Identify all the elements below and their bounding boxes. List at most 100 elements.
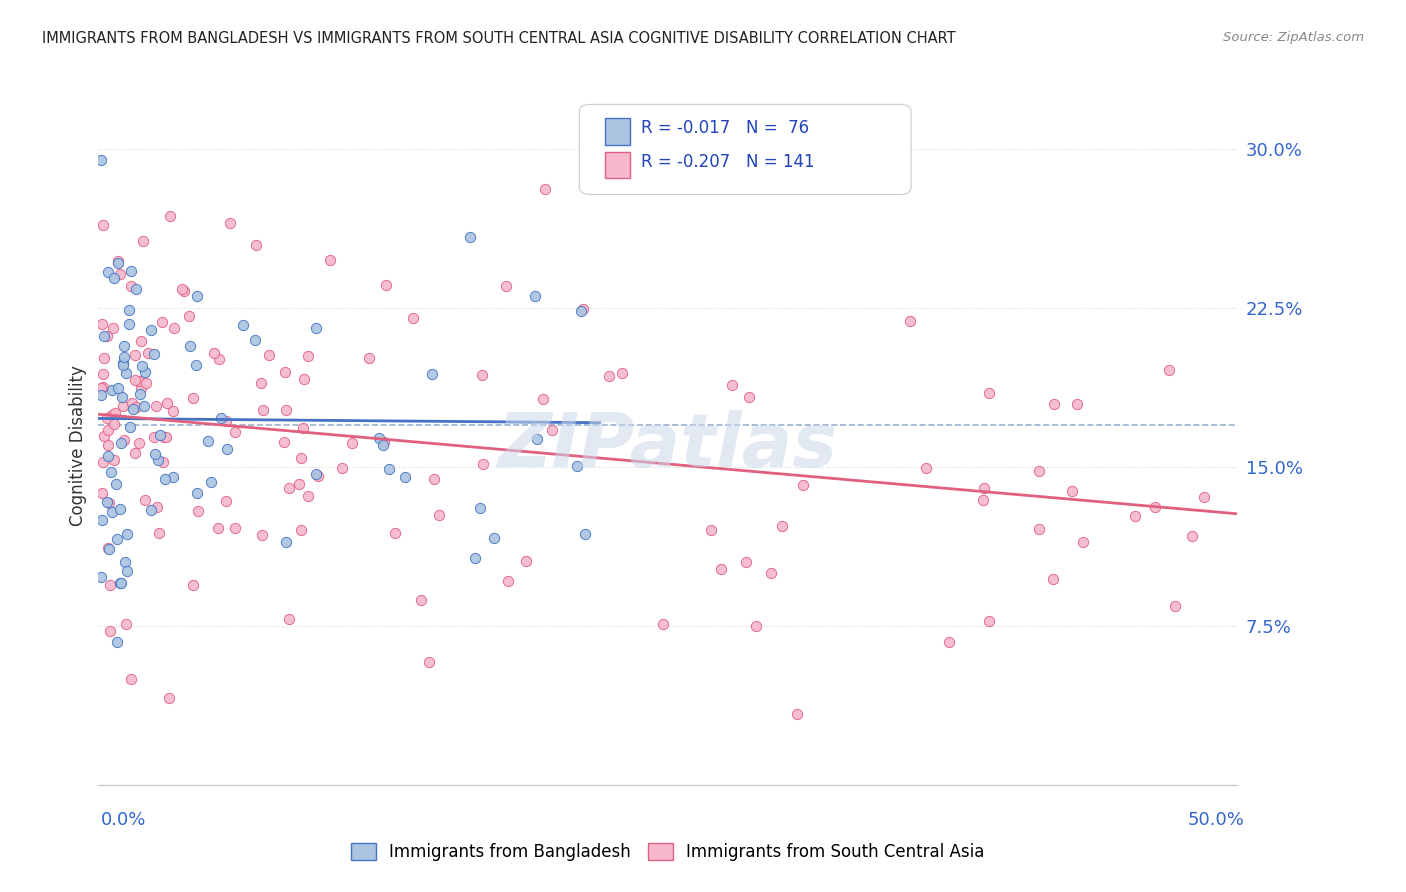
- Point: [101, 505, 124, 519]
- Point: [187, 503, 209, 517]
- Point: [120, 672, 142, 686]
- Point: [128, 436, 150, 450]
- Point: [90, 570, 112, 584]
- Point: [132, 399, 155, 413]
- Text: ZIPatlas: ZIPatlas: [498, 409, 838, 483]
- Point: [215, 414, 238, 428]
- Point: [274, 402, 297, 417]
- Point: [96, 410, 118, 425]
- Point: [115, 366, 138, 380]
- Point: [96, 329, 118, 343]
- Point: [93, 455, 115, 469]
- Point: [135, 376, 157, 390]
- Point: [374, 278, 396, 293]
- Point: [100, 408, 122, 422]
- Point: [979, 386, 1001, 401]
- Point: [114, 555, 136, 569]
- Point: [90, 153, 112, 167]
- Point: [97, 449, 120, 463]
- Point: [139, 503, 162, 517]
- Point: [112, 356, 135, 370]
- Point: [139, 323, 162, 337]
- Point: [287, 476, 309, 491]
- Point: [496, 574, 519, 588]
- Point: [197, 434, 219, 448]
- Point: [162, 404, 184, 418]
- Point: [136, 345, 159, 359]
- Point: [100, 465, 122, 479]
- Point: [297, 489, 319, 503]
- Point: [101, 321, 124, 335]
- Point: [149, 428, 172, 442]
- Point: [90, 381, 112, 395]
- Point: [207, 352, 229, 367]
- Point: [120, 420, 142, 434]
- Point: [1123, 509, 1146, 524]
- Point: [145, 400, 167, 414]
- Point: [112, 399, 135, 413]
- Point: [368, 431, 391, 445]
- Text: R = -0.017   N =  76: R = -0.017 N = 76: [641, 120, 810, 137]
- Point: [418, 655, 440, 669]
- Point: [107, 256, 129, 270]
- Point: [243, 334, 266, 348]
- Point: [170, 282, 193, 296]
- Point: [215, 494, 238, 508]
- Point: [118, 317, 141, 331]
- Point: [224, 425, 246, 439]
- Point: [373, 438, 395, 452]
- Point: [104, 406, 127, 420]
- Point: [224, 520, 246, 534]
- Point: [105, 532, 128, 546]
- Point: [1066, 397, 1088, 411]
- Point: [759, 566, 782, 581]
- Point: [973, 481, 995, 495]
- Point: [200, 475, 222, 490]
- Point: [207, 520, 229, 534]
- Point: [979, 615, 1001, 629]
- Point: [574, 527, 596, 541]
- Point: [245, 238, 267, 252]
- Point: [745, 619, 768, 633]
- Point: [103, 453, 125, 467]
- Point: [118, 302, 141, 317]
- Point: [1192, 490, 1215, 504]
- Text: 50.0%: 50.0%: [1188, 811, 1244, 829]
- Point: [177, 309, 200, 323]
- Point: [162, 470, 184, 484]
- Text: Source: ZipAtlas.com: Source: ZipAtlas.com: [1223, 31, 1364, 45]
- Point: [1164, 599, 1187, 614]
- Point: [134, 365, 156, 379]
- Point: [157, 691, 180, 706]
- Point: [152, 315, 174, 329]
- Point: [1060, 483, 1083, 498]
- Point: [651, 616, 673, 631]
- Point: [786, 706, 808, 721]
- Point: [290, 450, 312, 465]
- Point: [97, 496, 120, 510]
- Point: [155, 430, 177, 444]
- Point: [142, 347, 165, 361]
- Point: [305, 321, 328, 335]
- Text: IMMIGRANTS FROM BANGLADESH VS IMMIGRANTS FROM SOUTH CENTRAL ASIA COGNITIVE DISAB: IMMIGRANTS FROM BANGLADESH VS IMMIGRANTS…: [42, 31, 956, 46]
- Point: [1181, 529, 1204, 543]
- Point: [533, 182, 555, 196]
- Point: [181, 578, 204, 592]
- Point: [112, 351, 135, 365]
- Point: [93, 429, 115, 443]
- Point: [107, 253, 129, 268]
- Point: [232, 318, 254, 333]
- Point: [470, 501, 492, 516]
- Point: [125, 282, 148, 296]
- Point: [124, 373, 146, 387]
- Point: [273, 365, 295, 379]
- Point: [115, 564, 138, 578]
- Point: [121, 396, 143, 410]
- Point: [112, 358, 135, 372]
- Point: [209, 411, 232, 425]
- Point: [218, 216, 240, 230]
- Point: [427, 508, 450, 522]
- Point: [217, 442, 239, 457]
- Text: 0.0%: 0.0%: [101, 811, 146, 829]
- Point: [377, 462, 399, 476]
